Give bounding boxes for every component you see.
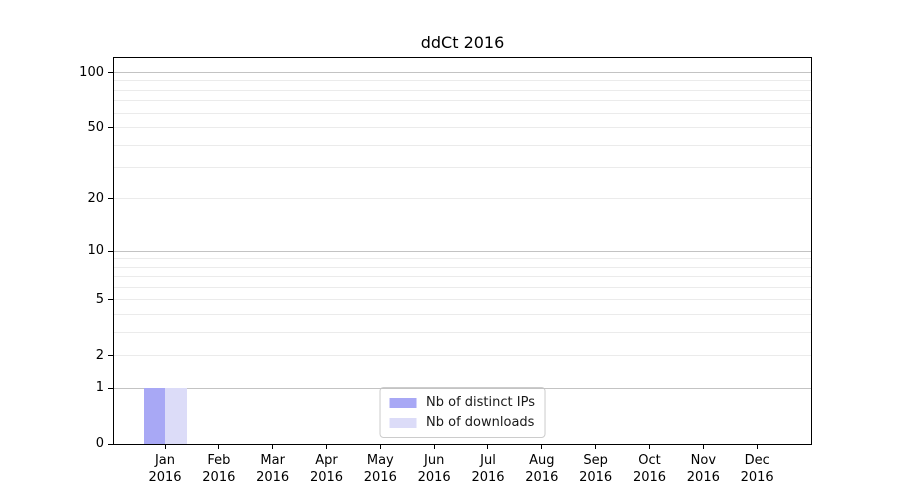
gridline xyxy=(114,112,811,114)
y-tick-label: 10 xyxy=(87,243,104,258)
y-tick-label: 20 xyxy=(87,190,104,206)
y-tick-mark xyxy=(108,72,113,74)
gridline xyxy=(114,387,811,389)
gridline xyxy=(114,258,811,260)
legend-label: Nb of downloads xyxy=(426,415,535,430)
x-tick-label: Nov 2016 xyxy=(675,452,731,486)
x-tick-label: Jan 2016 xyxy=(137,452,193,486)
x-tick-year: 2016 xyxy=(256,470,290,485)
y-tick-mark xyxy=(108,127,113,129)
x-tick-month: Aug xyxy=(529,453,555,468)
y-tick-label: 100 xyxy=(79,64,104,80)
x-tick-label: Dec 2016 xyxy=(729,452,785,486)
x-tick-mark xyxy=(756,445,758,449)
x-tick-mark xyxy=(648,445,650,449)
y-tick-mark xyxy=(108,355,113,357)
x-tick-label: Mar 2016 xyxy=(245,452,301,486)
legend: Nb of distinct IPs Nb of downloads xyxy=(379,387,546,438)
x-tick-mark xyxy=(218,445,220,449)
x-tick-month: Apr xyxy=(315,453,338,468)
x-tick-label: May 2016 xyxy=(352,452,408,486)
x-tick-month: Jul xyxy=(480,453,496,468)
x-tick-mark xyxy=(379,445,381,449)
y-tick-label: 50 xyxy=(87,119,104,135)
x-tick-label: Jun 2016 xyxy=(406,452,462,486)
x-tick-year: 2016 xyxy=(632,470,667,485)
x-tick-year: 2016 xyxy=(363,470,397,485)
x-tick-month: Sep xyxy=(583,453,608,468)
plot-area: Nb of distinct IPs Nb of downloads xyxy=(113,57,812,445)
legend-swatch xyxy=(389,417,417,428)
gridline xyxy=(114,89,811,91)
x-tick-label: Apr 2016 xyxy=(298,452,354,486)
legend-swatch xyxy=(389,397,417,408)
x-tick-year: 2016 xyxy=(525,470,559,485)
x-tick-month: May xyxy=(366,453,394,468)
x-tick-year: 2016 xyxy=(471,470,505,485)
x-tick-label: Aug 2016 xyxy=(514,452,570,486)
x-tick-month: Nov xyxy=(690,453,717,468)
gridline xyxy=(114,266,811,268)
x-tick-year: 2016 xyxy=(686,470,720,485)
x-tick-year: 2016 xyxy=(417,470,451,485)
gridline xyxy=(114,299,811,301)
x-tick-label: Jul 2016 xyxy=(460,452,516,486)
gridline xyxy=(114,250,811,252)
x-tick-mark xyxy=(272,445,274,449)
y-tick-mark xyxy=(108,387,113,389)
x-tick-mark xyxy=(702,445,704,449)
x-tick-month: Mar xyxy=(260,453,285,468)
x-tick-mark xyxy=(164,445,166,449)
x-tick-mark xyxy=(433,445,435,449)
x-tick-mark xyxy=(325,445,327,449)
y-tick-mark xyxy=(108,299,113,301)
x-tick-label: Feb 2016 xyxy=(191,452,247,486)
x-tick-month: Jun xyxy=(424,453,445,468)
x-tick-month: Jan xyxy=(154,453,176,468)
x-tick-year: 2016 xyxy=(202,470,236,485)
x-tick-year: 2016 xyxy=(740,470,774,485)
legend-label: Nb of distinct IPs xyxy=(426,395,535,410)
bar xyxy=(143,388,165,444)
gridline xyxy=(114,355,811,357)
bar xyxy=(165,388,187,444)
y-tick-label: 2 xyxy=(95,347,104,363)
y-tick-label: 5 xyxy=(95,291,104,307)
gridline xyxy=(114,127,811,129)
x-tick-label: Oct 2016 xyxy=(621,452,677,486)
y-tick-mark xyxy=(108,250,113,252)
x-tick-label: Sep 2016 xyxy=(568,452,624,486)
x-tick-month: Dec xyxy=(744,453,770,468)
x-tick-mark xyxy=(595,445,597,449)
y-tick-mark xyxy=(108,198,113,200)
gridline xyxy=(114,167,811,169)
x-tick-year: 2016 xyxy=(309,470,344,485)
x-tick-month: Oct xyxy=(638,453,661,468)
chart-title: ddCt 2016 xyxy=(420,33,505,52)
y-tick-label: 0 xyxy=(95,436,104,451)
legend-item: Nb of downloads xyxy=(389,415,535,430)
gridline xyxy=(114,331,811,333)
gridline xyxy=(114,100,811,102)
y-tick-mark xyxy=(108,443,113,445)
gridline xyxy=(114,198,811,200)
gridline xyxy=(114,276,811,278)
y-tick-label: 1 xyxy=(95,380,104,396)
x-tick-year: 2016 xyxy=(579,470,613,485)
gridline xyxy=(114,144,811,146)
gridline xyxy=(114,313,811,315)
legend-item: Nb of distinct IPs xyxy=(389,395,535,410)
gridline xyxy=(114,72,811,74)
gridline xyxy=(114,286,811,288)
x-tick-year: 2016 xyxy=(148,470,182,485)
x-tick-mark xyxy=(541,445,543,449)
x-tick-mark xyxy=(487,445,489,449)
x-tick-month: Feb xyxy=(207,453,231,468)
gridline xyxy=(114,80,811,82)
